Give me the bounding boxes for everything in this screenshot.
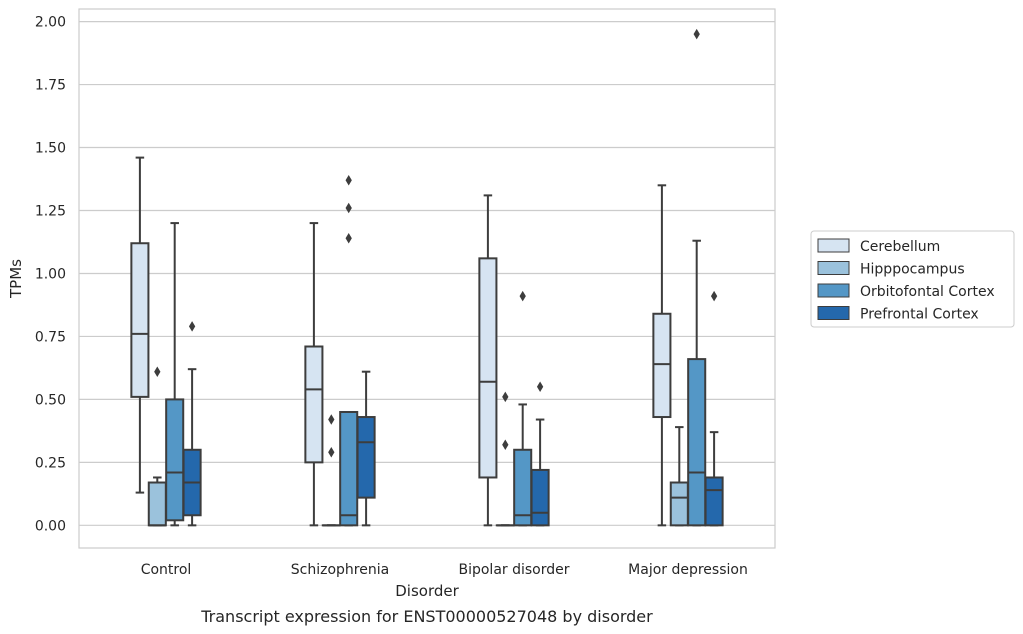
outlier-marker [710,290,718,302]
y-tick-label: 1.75 [35,78,66,94]
box-0-1 [147,366,167,527]
legend-label: Hipppocampus [860,262,965,278]
y-tick-label: 0.25 [35,455,66,471]
outlier-marker [519,290,526,302]
outlier-marker [536,381,544,393]
y-tick-label: 1.50 [35,141,66,157]
legend: Cerebellum Hipppocampus Orbitofontal Corte… [810,230,1015,328]
box-2-2 [513,290,533,527]
box-0-2 [165,222,185,527]
box-iqr [130,242,150,398]
x-tick-label: Control [141,562,192,578]
outlier-marker [328,414,335,425]
y-tick-label: 2.00 [35,15,66,31]
box-2-0 [478,194,498,527]
outlier-marker [328,447,335,458]
box-iqr [530,468,550,527]
box-iqr [339,410,359,527]
box-iqr [669,481,689,527]
y-tick-label: 1.25 [35,203,66,219]
outlier-marker [188,321,196,332]
chart-caption: Transcript expression for ENST0000052704… [200,607,653,626]
box-3-2 [687,28,707,527]
legend-label: Orbitofontal Cortex [860,284,995,300]
legend-swatch [817,238,850,253]
x-axis-label: Disorder [395,582,459,600]
x-tick-label: Major depression [628,562,748,578]
outlier-marker [345,232,352,244]
box-iqr [478,257,498,479]
x-tick-label: Bipolar disorder [458,562,569,578]
box-1-2 [339,175,359,527]
y-axis-label: TPMs [7,259,25,299]
legend-frame [810,230,1015,328]
box-0-0 [130,156,150,494]
box-3-3 [704,290,724,527]
box-3-0 [652,184,672,527]
legend-swatch [817,261,850,275]
outlier-marker [502,439,509,450]
outlier-marker [154,366,161,377]
box-1-3 [356,370,376,527]
legend-label: Cerebellum [860,239,940,255]
box-1-1 [321,414,341,527]
box-2-1 [495,391,515,527]
y-tick-labels: 0.00 0.25 0.50 0.75 1.00 1.25 1.50 1.75 2.00 [35,15,66,535]
box-2-3 [530,381,550,527]
legend-swatch [817,283,850,298]
box-iqr [165,398,185,522]
x-tick-label: Schizophrenia [291,562,389,578]
outlier-marker [345,202,352,214]
box-iqr [304,345,324,464]
box-plots [130,28,724,527]
y-tick-label: 0.00 [35,518,66,534]
outlier-marker [502,391,509,403]
box-iqr [147,481,167,527]
box-iqr [652,312,672,419]
y-tick-label: 0.50 [35,392,66,408]
plot-frame [78,8,776,549]
box-3-1 [669,426,689,527]
outlier-marker [345,175,352,186]
legend-swatch [817,306,850,320]
box-0-3 [182,321,202,527]
box-iqr [356,416,376,499]
box-1-0 [304,222,324,527]
y-tick-label: 1.00 [35,266,66,282]
box-iqr [687,358,707,527]
box-iqr [513,448,533,527]
x-tick-labels: Control Schizophrenia Bipolar disorder Majo… [141,562,748,578]
legend-label: Prefrontal Cortex [860,307,979,323]
y-tick-label: 0.75 [35,329,66,345]
outlier-marker [693,28,700,40]
box-iqr [704,476,724,527]
